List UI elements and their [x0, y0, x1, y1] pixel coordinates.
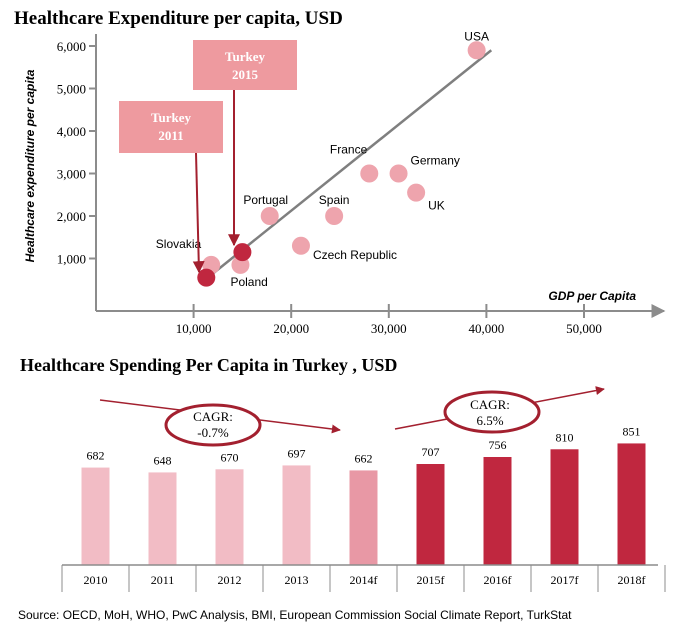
- point-portugal: [260, 207, 279, 225]
- scatter-x-ticks: 10,000 20,000 30,000 40,000 50,000: [176, 304, 602, 336]
- callout-turkey-2011: Turkey 2011: [119, 101, 223, 274]
- source-note: Source: OECD, MoH, WHO, PwC Analysis, BM…: [18, 608, 572, 622]
- cagr-annotation-2: CAGR: 6.5%: [394, 386, 605, 434]
- scatter-y-ticks: 1,000 2,000 3,000 4,000 5,000 6,000: [57, 39, 96, 267]
- point-label-france: France: [330, 143, 368, 157]
- point-usa: [467, 41, 486, 60]
- bar-value-label: 697: [288, 446, 306, 460]
- bar-2013: [282, 465, 311, 565]
- bar-category-label: 2017f: [551, 573, 579, 587]
- scatter-title: Healthcare Expenditure per capita, USD: [14, 8, 343, 29]
- cagr-value: 6.5%: [476, 413, 503, 428]
- bar-categories: 2010 2011 2012 2013 2014f 2015f 2016f 2017f 2018…: [61, 565, 666, 592]
- bar-2012: [215, 469, 244, 565]
- bar-2018f: [617, 443, 646, 565]
- point-label-germany: Germany: [411, 154, 460, 168]
- y-tick-label: 1,000: [57, 252, 86, 267]
- bar-category-label: 2011: [151, 573, 175, 587]
- point-label-spain: Spain: [319, 193, 350, 207]
- bar-category-label: 2012: [218, 573, 242, 587]
- point-label-poland: Poland: [230, 275, 267, 289]
- point-spain: [325, 207, 344, 225]
- cagr-label: CAGR:: [193, 409, 233, 424]
- bar-category-label: 2014f: [350, 573, 378, 587]
- y-tick-label: 3,000: [57, 167, 86, 182]
- x-tick-label: 40,000: [469, 321, 505, 336]
- scatter-chart: Healthcare Expenditure per capita, USD H…: [14, 8, 666, 336]
- cagr-annotation-1: CAGR: -0.7%: [99, 399, 341, 447]
- callout-line-2: 2015: [232, 67, 259, 82]
- point-turkey: [197, 268, 216, 287]
- point-label-czech-republic: Czech Republic: [313, 248, 397, 262]
- callout-turkey-2015: Turkey 2015: [193, 40, 297, 247]
- bar-value-label: 756: [489, 438, 507, 452]
- trendline: [212, 49, 493, 275]
- bar-2014f: [349, 470, 378, 565]
- scatter-points: [197, 41, 486, 287]
- scatter-point-labels: USA France Germany UK Spain Portugal Czech Rep…: [156, 29, 489, 289]
- bar-value-label: 707: [422, 445, 440, 459]
- cagr-label: CAGR:: [470, 397, 510, 412]
- bar-value-label: 670: [221, 450, 239, 464]
- x-tick-label: 30,000: [371, 321, 407, 336]
- bar-category-label: 2018f: [618, 573, 646, 587]
- point-label-slovakia: Slovakia: [156, 237, 202, 251]
- bar-value-label: 851: [623, 424, 641, 438]
- x-tick-label: 10,000: [176, 321, 212, 336]
- cagr-value: -0.7%: [197, 425, 229, 440]
- bar-value-label: 682: [87, 449, 105, 463]
- point-france: [360, 164, 379, 183]
- bar-value-label: 662: [355, 451, 373, 465]
- point-germany: [389, 164, 408, 183]
- callout-box: [193, 40, 297, 90]
- bar-value-label: 810: [556, 430, 574, 444]
- callout-box: [119, 101, 223, 153]
- callout-line-1: Turkey: [225, 49, 265, 64]
- point-turkey: [233, 243, 252, 262]
- bar-chart: Healthcare Spending Per Capita in Turkey…: [20, 355, 666, 592]
- y-tick-label: 2,000: [57, 209, 86, 224]
- bar-category-label: 2013: [285, 573, 309, 587]
- x-tick-label: 50,000: [566, 321, 602, 336]
- scatter-ylabel: Healthcare expenditure per capita: [23, 69, 37, 262]
- bar-2010: [81, 467, 110, 565]
- bar-category-label: 2010: [84, 573, 108, 587]
- y-tick-label: 5,000: [57, 82, 86, 97]
- point-czech-republic: [291, 236, 310, 255]
- bar-value-label: 648: [154, 453, 172, 467]
- cagr-ellipse: [164, 403, 262, 447]
- scatter-xlabel: GDP per Capita: [548, 289, 636, 303]
- bar-2017f: [550, 449, 579, 565]
- point-label-usa: USA: [464, 29, 489, 43]
- callout-arrow: [192, 152, 205, 274]
- bar-2015f: [416, 464, 445, 565]
- bar-2011: [148, 472, 177, 565]
- cagr-ellipse: [443, 390, 541, 434]
- callout-line-1: Turkey: [151, 110, 191, 125]
- point-label-portugal: Portugal: [243, 193, 288, 207]
- y-tick-label: 6,000: [57, 39, 86, 54]
- point-label-uk: UK: [428, 199, 445, 213]
- y-tick-label: 4,000: [57, 124, 86, 139]
- bar-2016f: [483, 457, 512, 565]
- bar-category-label: 2016f: [484, 573, 512, 587]
- scatter-trendline-group: [212, 49, 493, 275]
- callout-line-2: 2011: [158, 128, 183, 143]
- bars: 682 648 670 697 662 707 756 810 851: [81, 424, 646, 565]
- x-tick-label: 20,000: [273, 321, 309, 336]
- point-uk: [407, 183, 426, 202]
- bar-category-label: 2015f: [417, 573, 445, 587]
- bar-title: Healthcare Spending Per Capita in Turkey…: [20, 355, 397, 375]
